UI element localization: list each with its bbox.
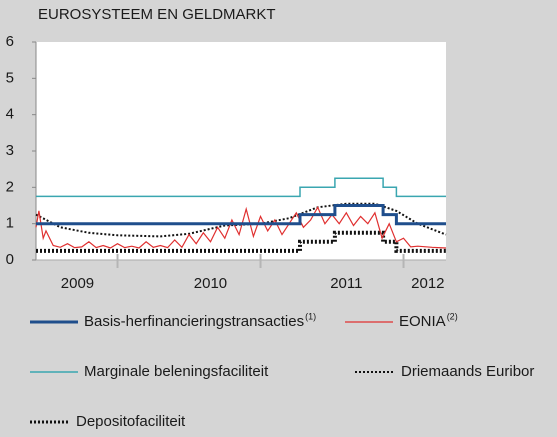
x-tick-label: 2010 <box>194 275 227 292</box>
y-tick-label: 3 <box>6 142 14 159</box>
line-series <box>36 177 446 198</box>
legend-label: Driemaands Euribor <box>401 363 534 380</box>
y-tick-label: 4 <box>6 106 14 123</box>
line-series <box>36 204 446 226</box>
legend-label: Basis-herfinancieringstransacties <box>84 313 304 330</box>
legend-label: EONIA <box>399 313 446 330</box>
x-tick-label: 2012 <box>411 275 444 292</box>
y-tick-label: 2 <box>6 178 14 195</box>
legend-label: Marginale beleningsfaciliteit <box>84 363 269 380</box>
y-tick-label: 0 <box>6 251 14 268</box>
legend-note: (2) <box>447 311 458 321</box>
legend-note: (1) <box>305 311 316 321</box>
chart-title: EUROSYSTEEM EN GELDMARKT <box>38 6 276 23</box>
y-tick-label: 5 <box>6 69 14 86</box>
x-tick-label: 2011 <box>330 275 362 292</box>
line-series <box>35 205 447 249</box>
y-tick-label: 1 <box>6 215 14 232</box>
legend-label: Depositofaciliteit <box>76 413 186 430</box>
y-tick-label: 6 <box>6 33 14 50</box>
x-tick-label: 2009 <box>61 275 94 292</box>
line-series <box>36 230 446 253</box>
